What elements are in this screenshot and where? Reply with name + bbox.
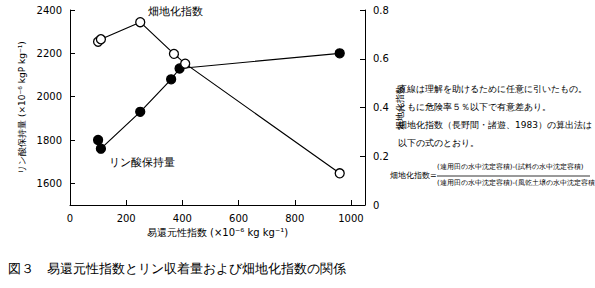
svg-text:2000: 2000 (37, 91, 62, 102)
svg-text:1000: 1000 (338, 213, 363, 224)
svg-text:800: 800 (285, 213, 304, 224)
svg-text:200: 200 (117, 213, 136, 224)
svg-text:以下の式のとおり。: 以下の式のとおり。 (398, 138, 479, 148)
svg-text:1800: 1800 (37, 135, 62, 146)
svg-text:畑地化指数=: 畑地化指数= (390, 171, 437, 180)
svg-text:畑地化指数（長野間・諸遊、1983）の算出法は: 畑地化指数（長野間・諸遊、1983）の算出法は (398, 120, 592, 130)
svg-text:易還元性指数 (×10⁻⁶ kg kg⁻¹): 易還元性指数 (×10⁻⁶ kg kg⁻¹) (147, 227, 288, 238)
svg-text:リン酸保持量 (×10⁻⁶ kgP kg⁻¹): リン酸保持量 (×10⁻⁶ kgP kg⁻¹) (17, 41, 27, 174)
svg-text:0.2: 0.2 (373, 151, 389, 162)
svg-text:2400: 2400 (37, 5, 62, 16)
svg-text:畑地化指数: 畑地化指数 (395, 85, 405, 130)
svg-text:(連用田の水中沈定容積)-(風乾土壌の水中沈定容積): (連用田の水中沈定容積)-(風乾土壌の水中沈定容積) (437, 179, 595, 187)
svg-text:図３ 易還元性指数とリン収着量および畑地化指数の関係: 図３ 易還元性指数とリン収着量および畑地化指数の関係 (8, 261, 346, 276)
svg-text:0.6: 0.6 (373, 53, 389, 64)
svg-text:0.8: 0.8 (373, 5, 389, 16)
svg-text:0: 0 (373, 200, 379, 211)
svg-text:(連用田の水中沈定容積)-(試料の水中沈定容積): (連用田の水中沈定容積)-(試料の水中沈定容積) (437, 163, 584, 171)
svg-text:1600: 1600 (37, 178, 62, 189)
svg-text:0: 0 (67, 213, 73, 224)
svg-text:リン酸保持量: リン酸保持量 (109, 156, 175, 169)
svg-text:600: 600 (229, 213, 248, 224)
svg-text:ともに危険率５％以下で有意差あり。: ともに危険率５％以下で有意差あり。 (398, 102, 551, 112)
svg-text:2200: 2200 (37, 48, 62, 59)
svg-text:400: 400 (173, 213, 192, 224)
svg-text:0.4: 0.4 (373, 102, 389, 113)
svg-text:畑地化指数: 畑地化指数 (148, 5, 203, 18)
svg-text:直線は理解を助けるために任意に引いたもの。: 直線は理解を助けるために任意に引いたもの。 (398, 84, 587, 94)
